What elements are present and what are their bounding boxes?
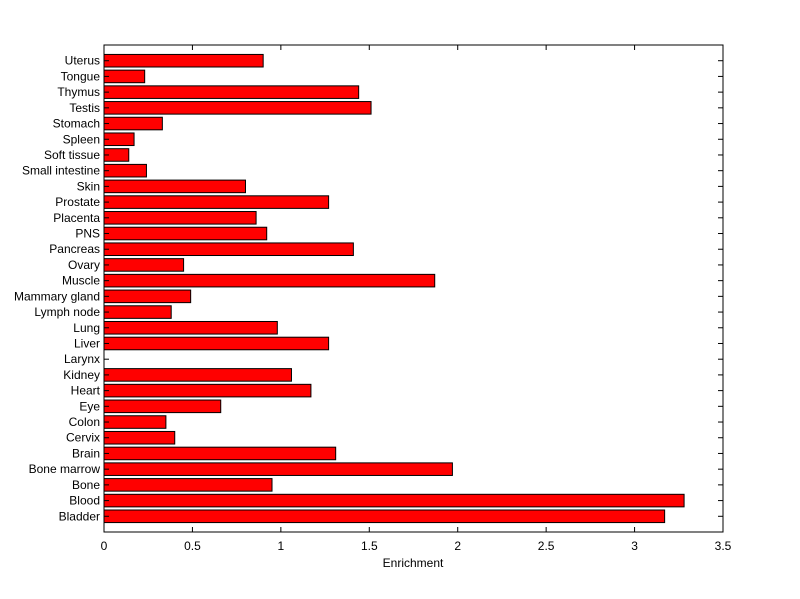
- y-tick-label-spleen: Spleen: [63, 132, 100, 146]
- y-tick-label-soft-tissue: Soft tissue: [44, 148, 100, 162]
- x-tick-label-5: 2.5: [538, 539, 555, 553]
- y-tick-label-lymph-node: Lymph node: [34, 305, 100, 319]
- y-tick-label-colon: Colon: [69, 415, 100, 429]
- x-axis-title: Enrichment: [383, 556, 444, 570]
- y-tick-label-lung: Lung: [73, 321, 100, 335]
- y-tick-label-heart: Heart: [71, 384, 101, 398]
- x-tick-marks: 0 0.5 1 1.5 2 2.5 3 3.5: [101, 45, 732, 553]
- bar-brain: [103, 446, 337, 461]
- y-tick-label-prostate: Prostate: [55, 195, 100, 209]
- bar-pancreas: [103, 242, 354, 257]
- bar-liver: [103, 336, 330, 351]
- y-tick-label-cervix: Cervix: [66, 431, 100, 445]
- x-tick-label-3: 1.5: [361, 539, 378, 553]
- bar-uterus: [103, 53, 264, 68]
- bar-testis: [103, 101, 372, 115]
- x-tick-label-6: 3: [631, 539, 638, 553]
- bar-prostate: [103, 195, 330, 209]
- x-tick-label-2: 1: [278, 539, 285, 553]
- y-tick-label-muscle: Muscle: [62, 274, 100, 288]
- bar-placenta: [103, 211, 257, 225]
- y-tick-label-mammary-gland: Mammary gland: [14, 289, 100, 303]
- bar-thymus: [103, 85, 360, 99]
- y-tick-label-testis: Testis: [69, 101, 100, 115]
- bar-ovary: [103, 258, 185, 272]
- y-tick-label-blood: Blood: [69, 494, 100, 508]
- bar-skin: [103, 179, 246, 194]
- bar-small-intestine: [103, 163, 147, 178]
- x-tick-label-0: 0: [101, 539, 108, 553]
- y-tick-label-pns: PNS: [75, 227, 100, 241]
- y-tick-label-tongue: Tongue: [61, 69, 101, 83]
- bar-stomach: [103, 116, 163, 131]
- y-tick-label-uterus: Uterus: [65, 54, 100, 68]
- y-tick-label-brain: Brain: [72, 446, 100, 460]
- bars-group: [103, 53, 685, 524]
- plot-area-frame: [103, 44, 724, 533]
- bar-bone-marrow: [103, 462, 453, 476]
- y-tick-label-ovary: Ovary: [68, 258, 100, 272]
- y-tick-label-pancreas: Pancreas: [49, 242, 100, 256]
- y-tick-label-bone-marrow: Bone marrow: [29, 462, 101, 476]
- x-tick-label-1: 0.5: [184, 539, 201, 553]
- y-tick-label-stomach: Stomach: [53, 117, 100, 131]
- bar-mammary-gland: [103, 289, 192, 304]
- bar-colon: [103, 415, 167, 429]
- y-tick-label-bone: Bone: [72, 478, 100, 492]
- y-tick-label-small-intestine: Small intestine: [22, 164, 100, 178]
- y-tick-label-larynx: Larynx: [64, 352, 100, 366]
- y-tick-label-liver: Liver: [74, 336, 100, 350]
- bar-kidney: [103, 368, 292, 382]
- y-tick-label-kidney: Kidney: [63, 368, 100, 382]
- bar-heart: [103, 383, 312, 398]
- bar-eye: [103, 399, 222, 414]
- bar-pns: [103, 226, 268, 241]
- y-tick-label-thymus: Thymus: [57, 85, 100, 99]
- bar-bone: [103, 478, 273, 492]
- bar-blood: [103, 493, 685, 508]
- y-tick-label-bladder: Bladder: [59, 509, 100, 523]
- bar-lymph-node: [103, 305, 172, 319]
- bar-muscle: [103, 273, 436, 288]
- bar-tongue: [103, 69, 146, 84]
- y-tick-label-skin: Skin: [77, 179, 100, 193]
- bar-lung: [103, 320, 278, 335]
- y-tick-label-eye: Eye: [79, 399, 100, 413]
- y-tick-label-placenta: Placenta: [53, 211, 100, 225]
- bar-bladder: [103, 509, 666, 524]
- bar-cervix: [103, 430, 176, 445]
- x-tick-label-4: 2: [454, 539, 461, 553]
- x-tick-label-7: 3.5: [715, 539, 732, 553]
